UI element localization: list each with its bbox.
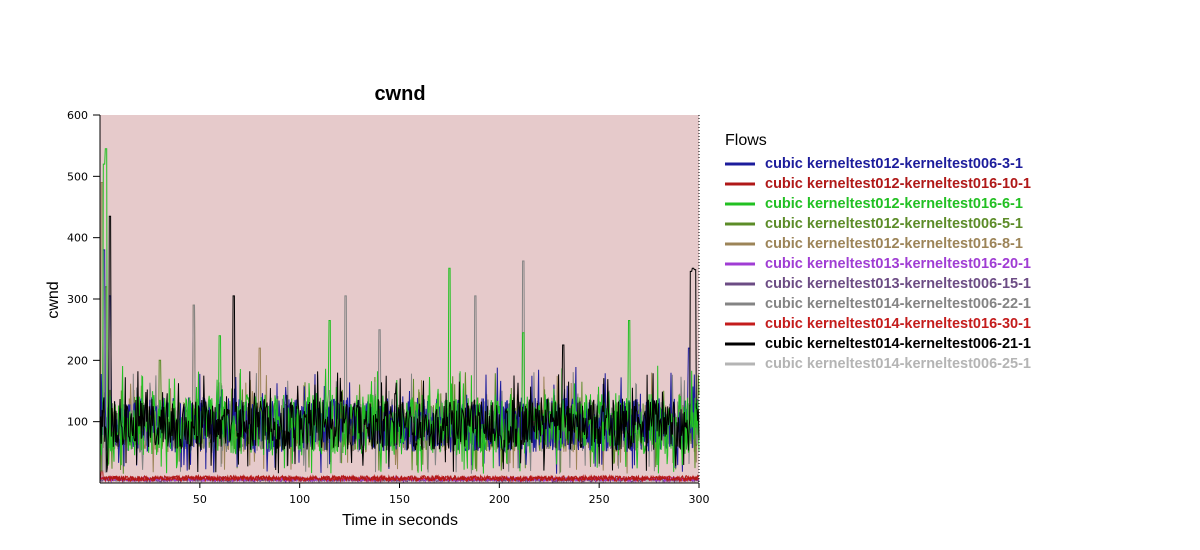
x-tick-label: 50 (193, 493, 207, 506)
x-tick-label: 250 (589, 493, 610, 506)
x-tick-label: 200 (489, 493, 510, 506)
series-line (99, 215, 700, 474)
y-tick-label: 500 (67, 170, 88, 183)
series-layer (99, 148, 700, 484)
legend-title: Flows (725, 132, 767, 149)
y-tick-label: 100 (67, 416, 88, 429)
y-axis-label: cwnd (45, 281, 62, 318)
x-tick-label: 300 (689, 493, 710, 506)
legend-entry: cubic kerneltest014-kerneltest016-30-1 (765, 316, 1031, 332)
x-ticks: 50 100 150 200 250 300 (193, 483, 710, 506)
legend-entry: cubic kerneltest012-kerneltest016-6-1 (765, 196, 1023, 212)
legend-entry: cubic kerneltest014-kerneltest006-21-1 (765, 336, 1031, 352)
x-tick-label: 100 (289, 493, 310, 506)
legend-entry: cubic kerneltest013-kerneltest006-15-1 (765, 276, 1031, 292)
legend-entry: cubic kerneltest012-kerneltest016-10-1 (765, 176, 1031, 192)
y-tick-label: 300 (67, 293, 88, 306)
y-tick-label: 600 (67, 109, 88, 122)
legend-entry: cubic kerneltest013-kerneltest016-20-1 (765, 256, 1031, 272)
chart-title: cwnd (374, 83, 425, 105)
legend-entry: cubic kerneltest012-kerneltest006-5-1 (765, 216, 1023, 232)
x-tick-label: 150 (389, 493, 410, 506)
y-tick-label: 400 (67, 232, 88, 245)
y-tick-label: 200 (67, 354, 88, 367)
legend-entry: cubic kerneltest014-kerneltest006-22-1 (765, 296, 1031, 312)
series-line (99, 470, 700, 483)
x-axis-label: Time in seconds (342, 512, 458, 529)
legend-entry: cubic kerneltest014-kerneltest006-25-1 (765, 356, 1031, 372)
legend-entry: cubic kerneltest012-kerneltest016-8-1 (765, 236, 1023, 252)
y-ticks: 100 200 300 400 500 600 (67, 109, 100, 429)
legend: cubic kerneltest012-kerneltest006-3-1 cub… (725, 156, 1031, 372)
legend-entry: cubic kerneltest012-kerneltest006-3-1 (765, 156, 1023, 172)
